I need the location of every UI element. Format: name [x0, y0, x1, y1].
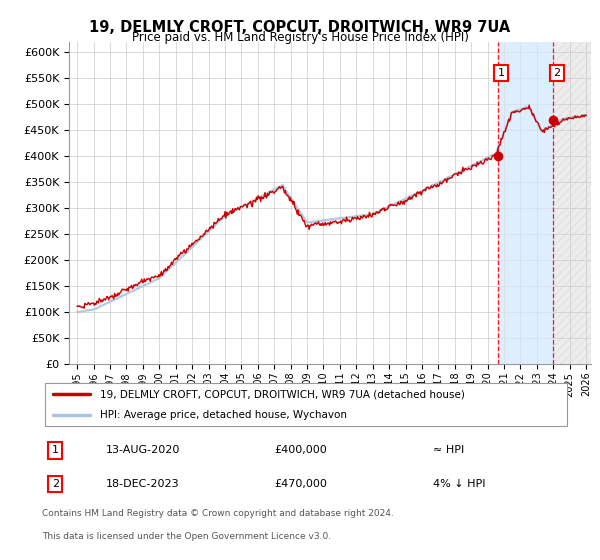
- Text: 1: 1: [52, 445, 59, 455]
- Text: 13-AUG-2020: 13-AUG-2020: [106, 445, 180, 455]
- Text: Price paid vs. HM Land Registry's House Price Index (HPI): Price paid vs. HM Land Registry's House …: [131, 31, 469, 44]
- Text: 18-DEC-2023: 18-DEC-2023: [106, 479, 179, 489]
- Bar: [553, 42, 600, 364]
- Bar: [553, 42, 600, 364]
- Text: £400,000: £400,000: [274, 445, 327, 455]
- Text: This data is licensed under the Open Government Licence v3.0.: This data is licensed under the Open Gov…: [42, 532, 331, 541]
- Bar: [498, 42, 553, 364]
- Text: £470,000: £470,000: [274, 479, 327, 489]
- FancyBboxPatch shape: [44, 383, 568, 426]
- Text: 2: 2: [553, 68, 560, 78]
- Text: 2: 2: [52, 479, 59, 489]
- Text: 19, DELMLY CROFT, COPCUT, DROITWICH, WR9 7UA (detached house): 19, DELMLY CROFT, COPCUT, DROITWICH, WR9…: [100, 389, 465, 399]
- Text: ≈ HPI: ≈ HPI: [433, 445, 464, 455]
- Text: 1: 1: [497, 68, 505, 78]
- Bar: [498, 42, 553, 364]
- Bar: [553, 42, 600, 364]
- Text: 4% ↓ HPI: 4% ↓ HPI: [433, 479, 485, 489]
- Text: HPI: Average price, detached house, Wychavon: HPI: Average price, detached house, Wych…: [100, 410, 347, 420]
- Text: 19, DELMLY CROFT, COPCUT, DROITWICH, WR9 7UA: 19, DELMLY CROFT, COPCUT, DROITWICH, WR9…: [89, 20, 511, 35]
- Text: Contains HM Land Registry data © Crown copyright and database right 2024.: Contains HM Land Registry data © Crown c…: [42, 510, 394, 519]
